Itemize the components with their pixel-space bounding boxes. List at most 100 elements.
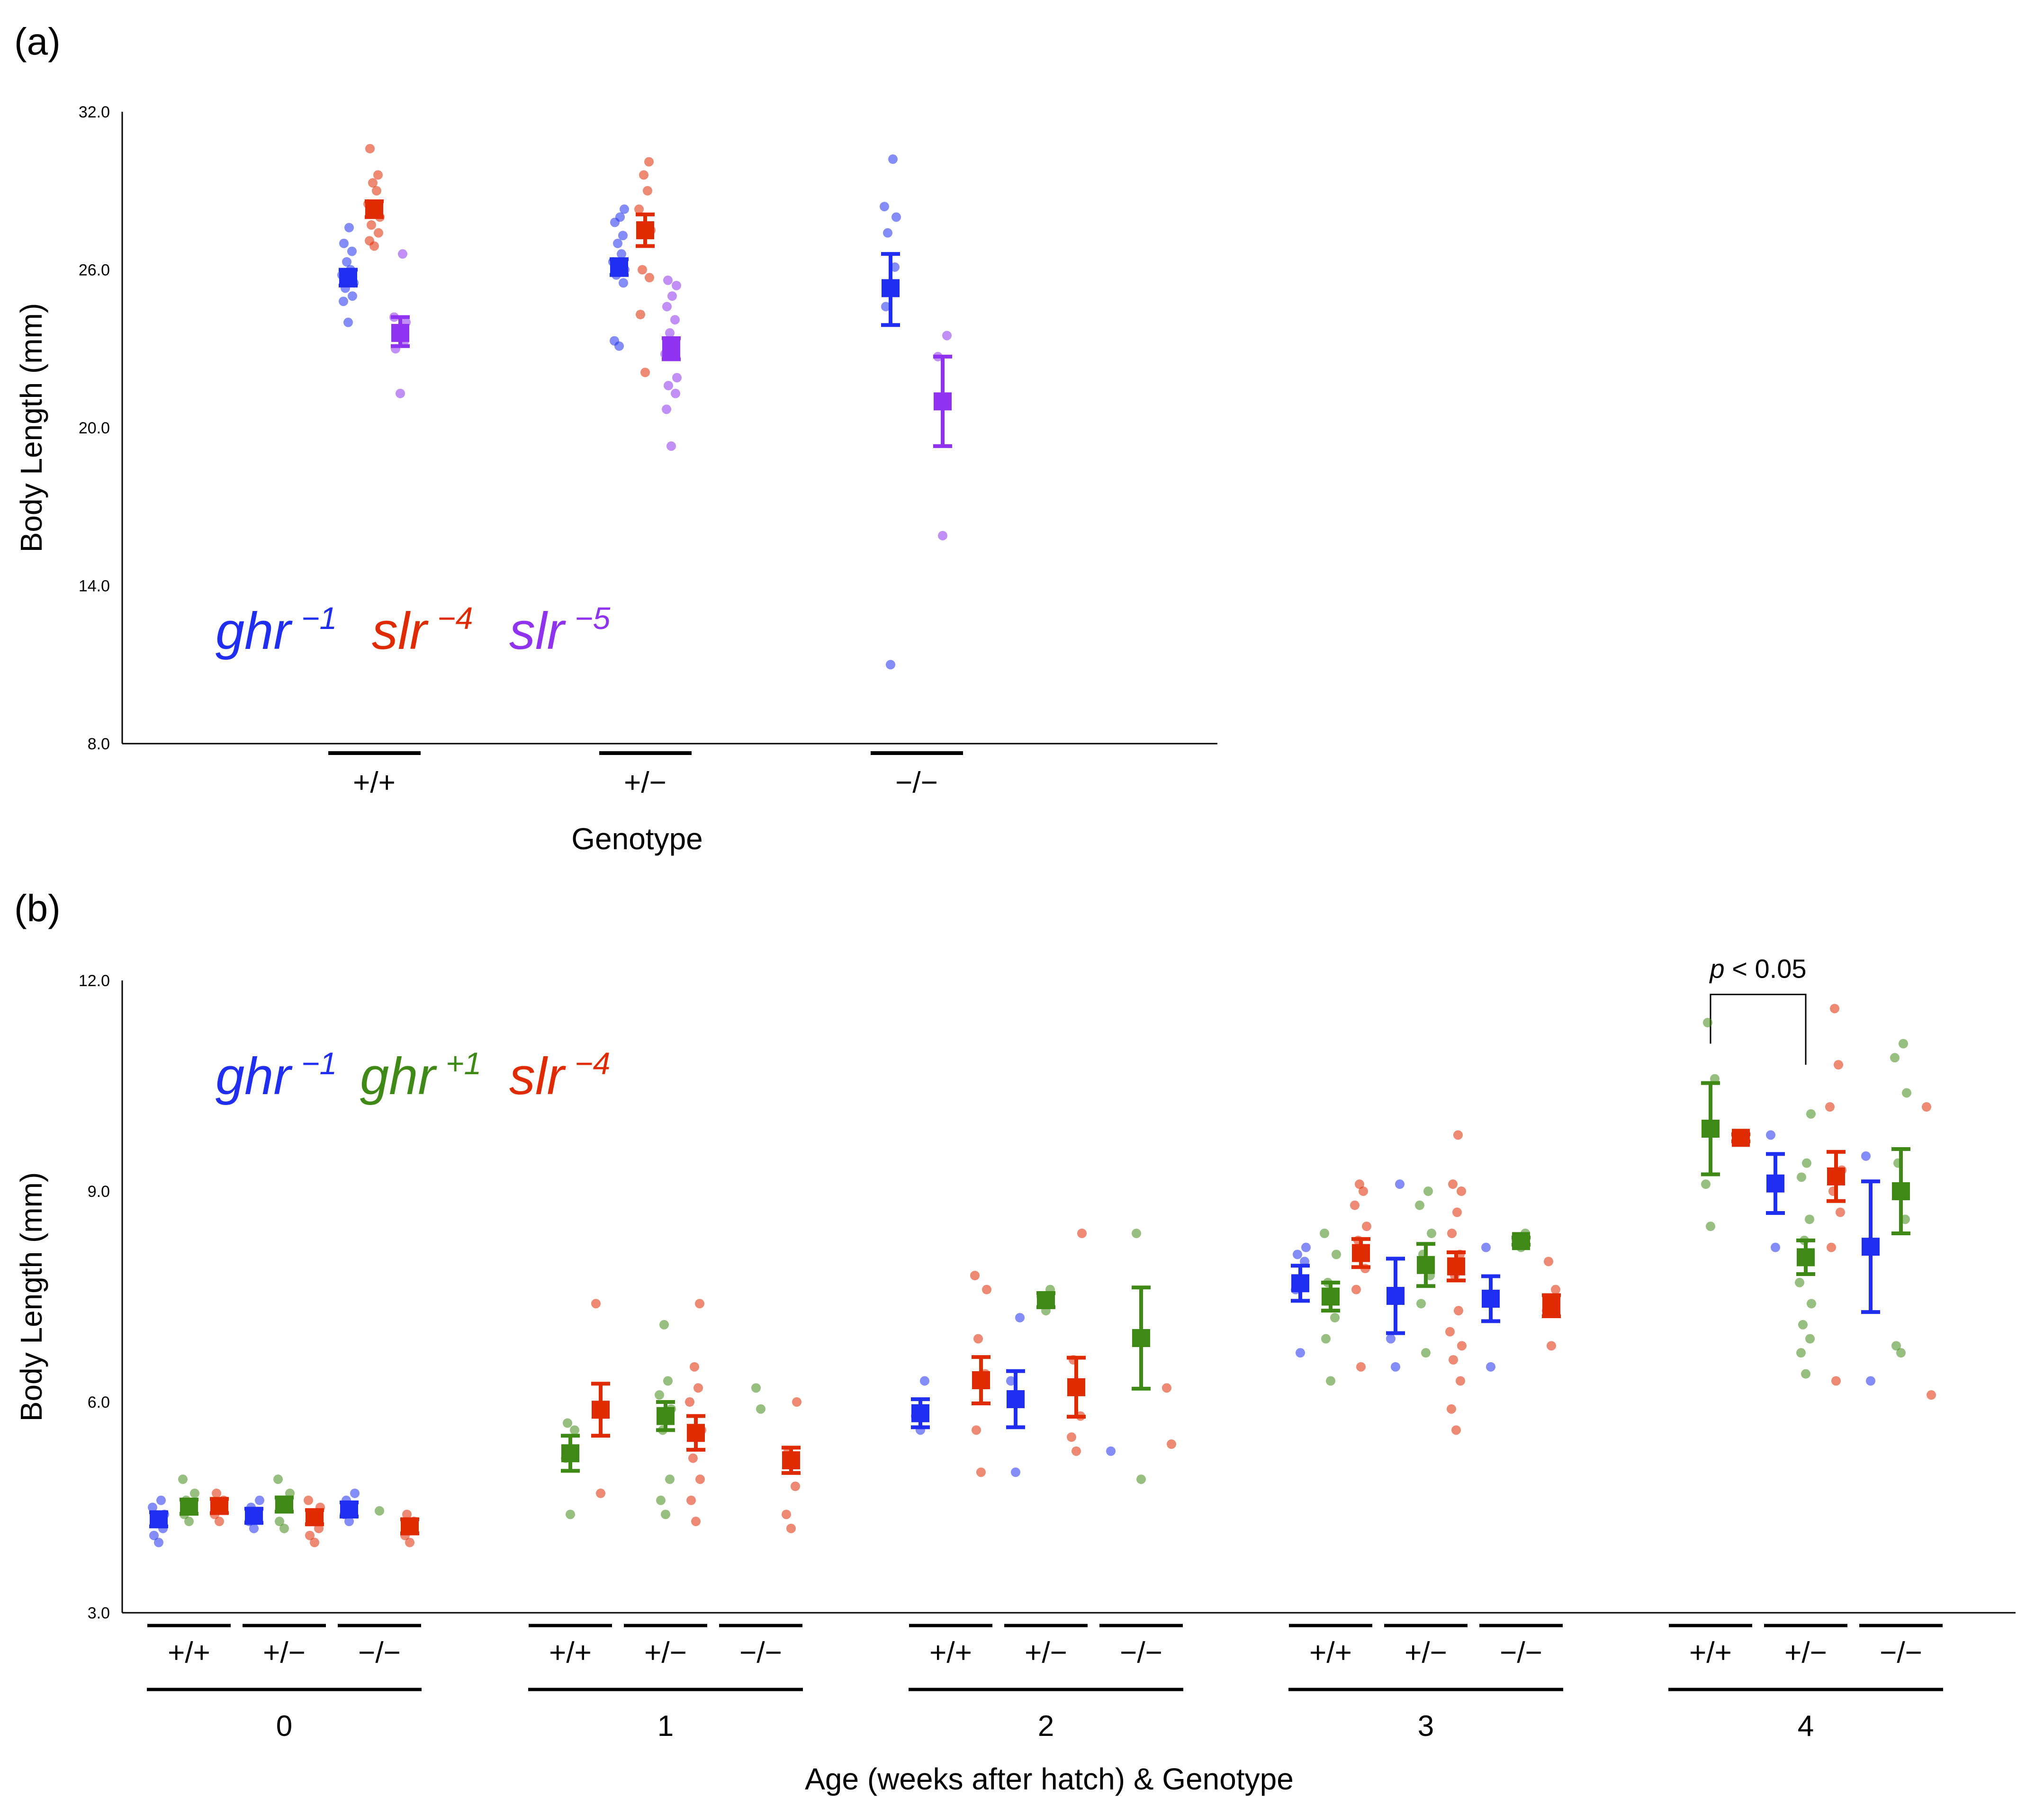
panel-label: (a) <box>14 20 61 63</box>
data-point-slr-minus4 <box>1456 1376 1465 1386</box>
data-point-slr-minus4 <box>1836 1207 1845 1217</box>
mean-marker-slr-minus4 <box>1352 1244 1370 1262</box>
mean-marker-ghr-plus1 <box>1702 1119 1720 1138</box>
data-point-slr-minus4 <box>639 170 648 180</box>
genotype-label: −/− <box>739 1636 782 1669</box>
data-point-slr-minus4 <box>686 1495 696 1505</box>
genotype-label: −/− <box>895 766 938 799</box>
data-point-slr-minus4 <box>1830 1004 1839 1014</box>
data-point-ghr-minus1 <box>920 1376 929 1386</box>
data-point-slr-minus4 <box>970 1271 980 1280</box>
legend: ghr −1 slr −4 slr −5 <box>216 601 611 660</box>
mean-marker-ghr-plus1 <box>275 1495 293 1514</box>
data-point-ghr-plus1 <box>1890 1053 1900 1063</box>
data-point-ghr-minus1 <box>1386 1334 1396 1344</box>
mean-marker-ghr-minus1 <box>245 1507 263 1525</box>
mean-marker-ghr-plus1 <box>1037 1291 1055 1309</box>
p-value-label: p < 0.05 <box>1709 954 1807 984</box>
data-point-slr-minus4 <box>634 204 644 214</box>
age-label: 1 <box>657 1710 674 1743</box>
data-point-slr-minus4 <box>1072 1446 1081 1456</box>
data-point-slr-minus4 <box>1162 1383 1171 1393</box>
data-point-ghr-minus1 <box>610 336 619 346</box>
data-point-ghr-minus1 <box>891 212 901 222</box>
data-point-ghr-plus1 <box>665 1474 675 1484</box>
data-point-ghr-plus1 <box>279 1524 289 1533</box>
data-point-slr-minus4 <box>695 1474 705 1484</box>
data-point-slr-minus5 <box>667 291 677 301</box>
data-point-slr-minus5 <box>670 315 680 325</box>
data-point-ghr-plus1 <box>1321 1334 1331 1344</box>
data-point-slr-minus4 <box>693 1383 703 1393</box>
data-point-slr-minus4 <box>645 273 654 283</box>
age-label: 2 <box>1038 1710 1054 1743</box>
panel-a: (a) 8.0 14.0 20.0 26.0 32.0 Body Length … <box>14 20 1217 856</box>
data-point-ghr-minus1 <box>348 291 357 301</box>
y-axis-label: Body Length (mm) <box>14 303 48 552</box>
mean-marker-slr-minus4 <box>1542 1296 1560 1315</box>
data-point-slr-minus4 <box>685 1397 694 1407</box>
data-point-slr-minus4 <box>1551 1285 1560 1294</box>
age-label: 0 <box>276 1710 292 1743</box>
y-tick-label: 20.0 <box>79 419 110 437</box>
legend-slr-4: slr <box>509 1047 566 1105</box>
data-point-slr-minus4 <box>310 1537 319 1547</box>
genotype-label: −/− <box>358 1636 401 1669</box>
mean-marker-slr-minus4 <box>306 1508 324 1527</box>
data-point-slr-minus4 <box>792 1397 801 1407</box>
y-tick-label: 14.0 <box>79 577 110 595</box>
legend-sup: −1 <box>301 1046 337 1081</box>
data-point-ghr-minus1 <box>154 1537 163 1547</box>
data-point-ghr-minus1 <box>1293 1249 1302 1259</box>
mean-marker-ghr-minus1 <box>882 279 900 297</box>
data-point-slr-minus4 <box>304 1495 313 1505</box>
mean-marker-slr-minus4 <box>687 1424 705 1442</box>
data-point-slr-minus5 <box>672 280 681 290</box>
y-tick-label: 8.0 <box>88 735 110 753</box>
data-point-ghr-plus1 <box>656 1495 666 1505</box>
data-point-ghr-minus1 <box>1481 1242 1491 1252</box>
legend-ghr-1: ghr <box>216 1047 293 1105</box>
mean-marker-ghr-plus1 <box>657 1407 675 1425</box>
legend-sup: −4 <box>437 601 473 636</box>
data-point-ghr-minus1 <box>1296 1348 1305 1358</box>
data-point-ghr-minus1 <box>1486 1362 1495 1372</box>
data-point-ghr-plus1 <box>184 1517 194 1527</box>
mean-marker-ghr-plus1 <box>561 1444 579 1463</box>
mean-marker-slr-minus4 <box>1732 1129 1750 1147</box>
mean-marker-ghr-plus1 <box>1892 1182 1910 1200</box>
data-point-ghr-minus1 <box>615 212 625 222</box>
data-point-slr-minus5 <box>398 249 407 259</box>
data-point-ghr-plus1 <box>1797 1172 1806 1182</box>
data-point-slr-minus4 <box>1927 1390 1936 1400</box>
data-point-slr-minus4 <box>690 1362 699 1372</box>
y-tick-label: 32.0 <box>79 103 110 121</box>
legend-slr-4: slr <box>372 602 429 660</box>
data-point-ghr-plus1 <box>1796 1348 1806 1358</box>
data-point-slr-minus4 <box>1453 1130 1463 1140</box>
data-point-slr-minus4 <box>688 1453 698 1463</box>
data-point-ghr-minus1 <box>886 660 895 670</box>
y-axis-label: Body Length (mm) <box>14 1172 48 1421</box>
data-point-ghr-plus1 <box>1132 1229 1141 1238</box>
data-point-slr-minus5 <box>938 530 947 540</box>
mean-marker-ghr-minus1 <box>610 258 628 276</box>
data-point-ghr-minus1 <box>339 238 349 248</box>
data-point-slr-minus4 <box>782 1509 791 1519</box>
data-point-ghr-minus1 <box>148 1502 157 1512</box>
data-point-ghr-plus1 <box>1330 1313 1340 1322</box>
data-point-ghr-minus1 <box>342 257 351 267</box>
mean-marker-slr-minus5 <box>934 392 952 411</box>
mean-marker-ghr-minus1 <box>340 1500 358 1518</box>
data-point-slr-minus4 <box>1362 1222 1371 1231</box>
data-point-ghr-plus1 <box>1891 1341 1901 1351</box>
legend-sup: −5 <box>575 601 611 636</box>
data-point-slr-minus4 <box>1359 1186 1368 1196</box>
mean-marker-ghr-minus1 <box>1387 1287 1405 1305</box>
data-point-ghr-minus1 <box>1011 1467 1020 1477</box>
legend-entry: ghr −1 <box>216 601 337 660</box>
legend: ghr −1 ghr +1 slr −4 <box>216 1046 610 1105</box>
y-tick-labels: 3.0 6.0 9.0 12.0 <box>79 972 110 1622</box>
legend-ghr+1: ghr <box>360 1047 437 1105</box>
